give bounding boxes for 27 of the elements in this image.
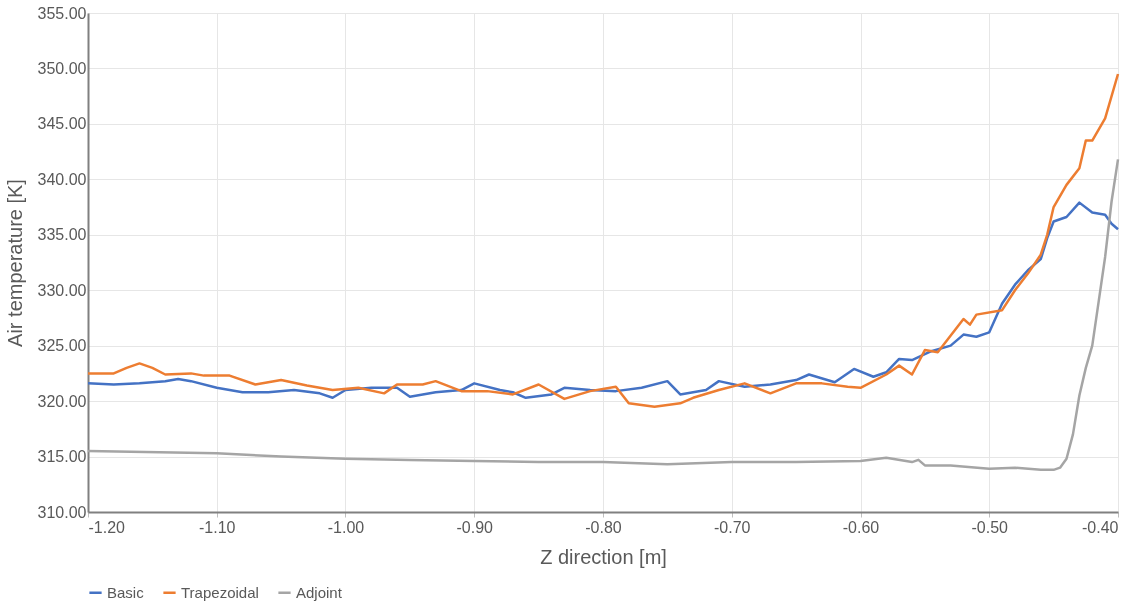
- legend-label: Basic: [107, 583, 145, 601]
- y-tick-label: 310.00: [37, 503, 87, 521]
- x-tick-label: -0.60: [842, 518, 880, 536]
- x-tick-label: -0.80: [585, 518, 622, 536]
- x-tick-label: -0.40: [1082, 518, 1119, 536]
- x-tick-label: -0.70: [714, 518, 751, 536]
- x-axis-title: Z direction [m]: [540, 545, 667, 568]
- x-tick-label: -1.00: [327, 518, 365, 536]
- y-tick-label: 350.00: [37, 59, 87, 77]
- y-tick-label: 345.00: [37, 115, 87, 133]
- x-tick-label: -0.50: [971, 518, 1009, 536]
- y-tick-label: 325.00: [37, 337, 87, 355]
- x-tick-label: -0.90: [456, 518, 494, 536]
- line-series: [86, 72, 1120, 408]
- x-tick-label: -1.10: [199, 518, 236, 536]
- y-tick-label: 320.00: [37, 392, 87, 410]
- y-tick-label: 315.00: [37, 448, 87, 466]
- y-tick-label: 340.00: [37, 170, 87, 188]
- legend-label: Trapezoidal: [181, 583, 259, 601]
- x-tick-label: -1.20: [88, 518, 126, 536]
- line-series: [86, 158, 1120, 472]
- y-axis-title: Air temperature [K]: [3, 179, 26, 347]
- line-series: [86, 201, 1120, 400]
- y-tick-label: 355.00: [37, 4, 87, 22]
- legend-label: Adjoint: [296, 583, 343, 601]
- y-tick-label: 330.00: [37, 281, 87, 299]
- y-tick-label: 335.00: [37, 226, 87, 244]
